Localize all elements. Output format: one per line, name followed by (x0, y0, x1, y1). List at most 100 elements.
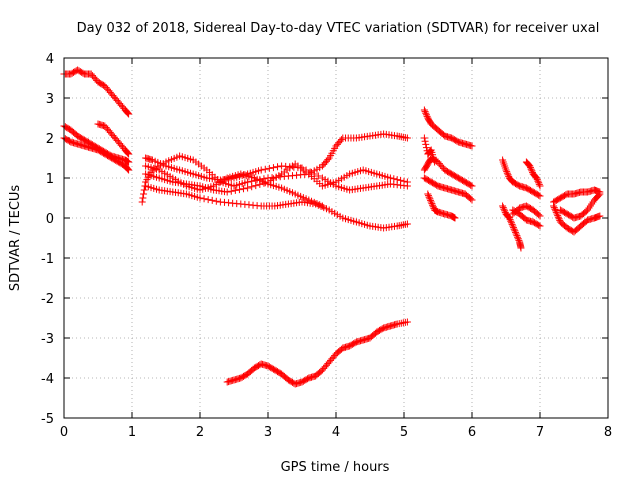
data-point (427, 198, 435, 206)
data-point (502, 166, 510, 174)
data-point (533, 176, 541, 184)
data-point (429, 201, 437, 209)
data-point (468, 196, 476, 204)
data-point (534, 177, 542, 185)
data-point (512, 228, 520, 236)
data-point (269, 164, 277, 172)
data-point (223, 188, 231, 196)
data-point (503, 169, 511, 177)
data-point (140, 186, 148, 194)
data-point (451, 214, 459, 222)
data-point (125, 110, 133, 118)
series-arc-16 (499, 156, 544, 200)
data-point (550, 204, 558, 212)
data-point (244, 184, 252, 192)
data-point (507, 219, 515, 227)
data-point (265, 164, 273, 172)
data-point (505, 214, 513, 222)
data-point (514, 235, 522, 243)
series-arc-10 (223, 318, 411, 388)
series-arc-1 (60, 66, 133, 118)
data-point (512, 230, 520, 238)
data-point (314, 172, 322, 180)
series-arc-17 (499, 202, 525, 252)
data-markers (60, 66, 604, 388)
data-point (196, 194, 204, 202)
data-point (596, 190, 604, 198)
data-point (509, 224, 517, 232)
data-point (511, 227, 519, 235)
data-point (504, 171, 512, 179)
data-point (252, 182, 260, 190)
data-point (429, 203, 437, 211)
data-point (555, 215, 563, 223)
x-tick-label: 4 (332, 425, 340, 440)
data-point (503, 168, 511, 176)
data-point (140, 190, 148, 198)
grid-lines (64, 58, 608, 418)
data-point (125, 158, 133, 166)
data-point (231, 186, 239, 194)
data-point (595, 191, 603, 199)
data-point (257, 166, 265, 174)
data-point (554, 213, 562, 221)
data-point (400, 177, 408, 185)
series-arc-7 (142, 182, 411, 232)
data-point (552, 208, 560, 216)
data-point (235, 186, 243, 194)
data-point (248, 183, 256, 191)
y-tick-label: 0 (46, 212, 54, 227)
data-point (274, 163, 282, 171)
data-point (244, 178, 252, 186)
x-tick-label: 7 (536, 425, 544, 440)
data-point (424, 190, 432, 198)
data-point (526, 162, 534, 170)
data-point (426, 195, 434, 203)
data-point (200, 195, 208, 203)
data-point (552, 207, 560, 215)
data-point (517, 244, 525, 252)
data-point (261, 165, 269, 173)
x-axis-label: GPS time / hours (281, 460, 390, 475)
data-point (527, 165, 535, 173)
series-arc-14 (424, 190, 459, 222)
y-tick-label: 2 (46, 132, 54, 147)
data-point (526, 164, 534, 172)
data-point (468, 142, 476, 150)
data-point (550, 202, 558, 210)
data-point (428, 200, 436, 208)
y-tick-label: -2 (41, 292, 54, 307)
data-point (123, 108, 131, 116)
data-point (393, 176, 401, 184)
data-point (510, 225, 518, 233)
data-point (318, 202, 326, 210)
data-point (536, 212, 544, 220)
data-point (324, 156, 332, 164)
y-tick-label: 1 (46, 172, 54, 187)
data-point (467, 181, 475, 189)
data-point (420, 106, 428, 114)
data-point (421, 137, 429, 145)
data-point (596, 212, 604, 220)
data-point (535, 221, 543, 229)
series-arc-4 (94, 120, 133, 158)
x-tick-label: 8 (604, 425, 612, 440)
data-point (424, 192, 432, 200)
data-point (528, 167, 536, 175)
data-point (500, 205, 508, 213)
data-point (553, 210, 561, 218)
x-tick-label: 3 (264, 425, 272, 440)
data-point (212, 197, 220, 205)
series-arc-19 (509, 206, 544, 230)
data-point (386, 174, 394, 182)
chart-title: Day 032 of 2018, Sidereal Day-to-day VTE… (77, 21, 600, 36)
data-point (509, 222, 517, 230)
data-point (535, 180, 543, 188)
data-point (422, 144, 430, 152)
data-point (508, 220, 516, 228)
x-tick-label: 2 (196, 425, 204, 440)
data-point (427, 147, 435, 155)
x-tick-label: 0 (60, 425, 68, 440)
data-point (533, 174, 541, 182)
